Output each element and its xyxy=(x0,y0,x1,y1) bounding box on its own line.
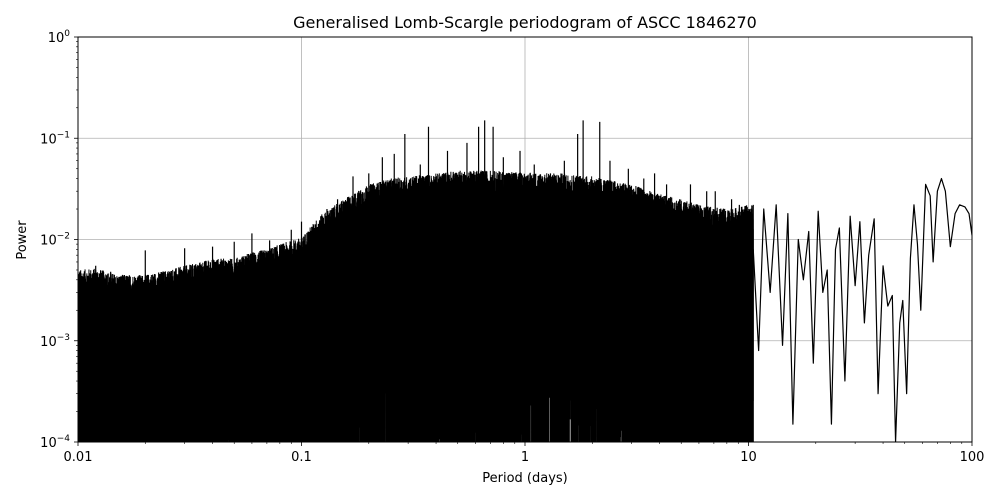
x-tick-label: 1 xyxy=(521,450,529,465)
y-tick-label: 100 xyxy=(48,29,71,46)
chart-title: Generalised Lomb-Scargle periodogram of … xyxy=(293,13,757,32)
y-axis-label: Power xyxy=(15,220,30,260)
x-tick-label: 100 xyxy=(960,450,985,465)
y-tick-label: 10−2 xyxy=(40,232,70,249)
y-tick-label: 10−3 xyxy=(40,333,70,350)
y-tick-label: 10−4 xyxy=(40,434,70,451)
periodogram-tail-line xyxy=(752,177,972,442)
x-tick-label: 10 xyxy=(740,450,757,465)
periodogram-noise-trace xyxy=(78,170,754,442)
x-tick-label: 0.01 xyxy=(64,450,93,465)
x-axis-label: Period (days) xyxy=(482,471,568,486)
y-tick-label: 10−1 xyxy=(40,130,70,147)
data-layer xyxy=(78,120,972,442)
axis-ticks: 0.01 0.1 1 10 100 10−4 10−3 10−2 10−1 100 xyxy=(40,29,984,465)
x-tick-label: 0.1 xyxy=(291,450,312,465)
